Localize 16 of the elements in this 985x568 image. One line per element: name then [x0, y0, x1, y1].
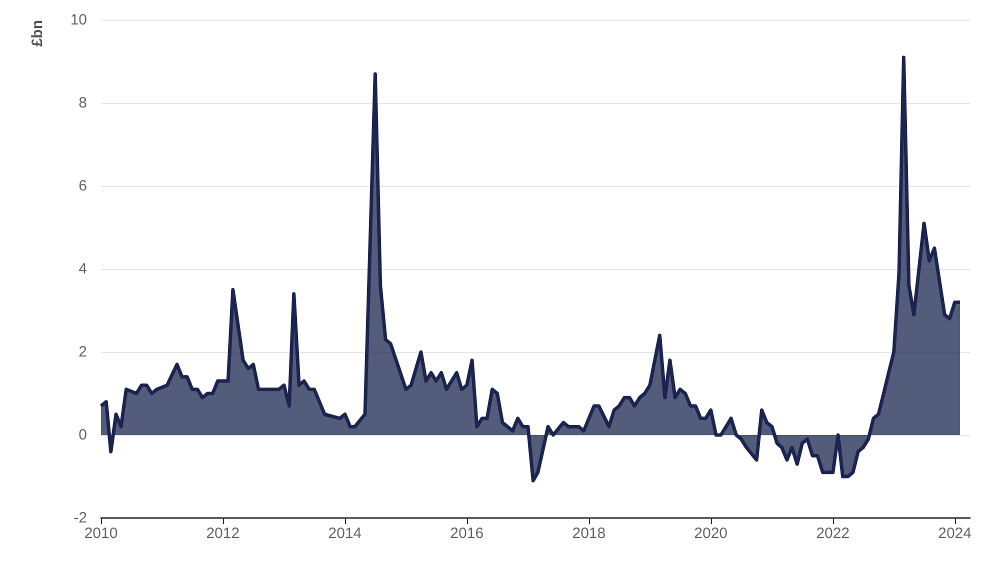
- x-tick-label: 2010: [84, 525, 118, 542]
- x-tick-label: 2014: [328, 525, 362, 542]
- y-tick-label: 4: [78, 260, 87, 278]
- y-tick-label: 2: [78, 344, 87, 360]
- x-tick-label: 2024: [938, 525, 972, 542]
- x-tick-label: 2018: [572, 525, 606, 542]
- y-tick-label: 10: [70, 12, 87, 28]
- y-tick-label: 0: [78, 426, 87, 444]
- x-tick-label: 2012: [206, 525, 240, 542]
- y-axis-title: £bn: [29, 20, 46, 47]
- x-tick-label: 2016: [450, 525, 484, 542]
- y-tick-label: 6: [78, 178, 87, 194]
- x-tick-label: 2020: [694, 525, 728, 542]
- y-tick-label: 8: [78, 94, 87, 112]
- x-tick-label: 2022: [816, 525, 850, 542]
- y-tick-label: -2: [74, 510, 87, 526]
